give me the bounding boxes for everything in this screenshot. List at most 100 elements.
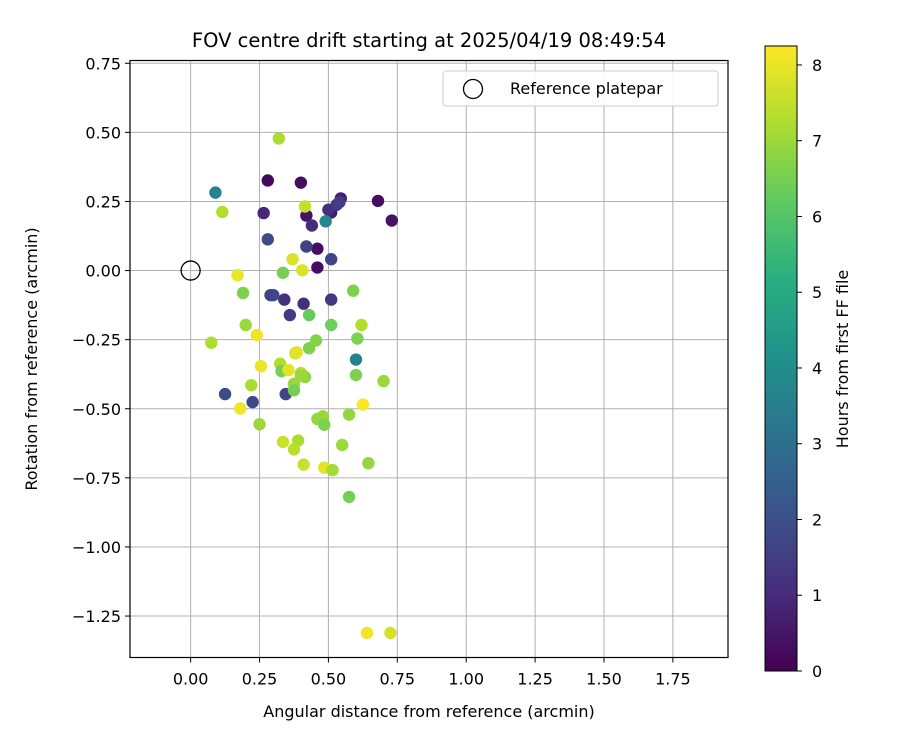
data-point — [250, 328, 263, 342]
y-tick-label: 0.00 — [85, 262, 121, 281]
data-point — [319, 215, 332, 228]
legend-label: Reference platepar — [510, 79, 663, 98]
data-point — [384, 626, 397, 640]
colorbar-tick-label: 1 — [812, 586, 822, 605]
data-point — [305, 219, 319, 232]
data-point — [333, 196, 346, 209]
data-point — [326, 463, 339, 477]
y-tick-label: −1.25 — [72, 607, 121, 626]
data-point — [287, 384, 301, 397]
colorbar-tick-label: 8 — [812, 56, 822, 75]
x-tick-label: 1.75 — [655, 670, 691, 689]
x-tick-label: 0.50 — [311, 670, 347, 689]
x-tick-label: 0.25 — [242, 670, 278, 689]
x-axis-ticks: 0.00 0.25 0.50 0.75 1.00 1.25 1.50 1.75 — [173, 657, 691, 689]
data-point — [371, 194, 385, 208]
legend: Reference platepar — [442, 70, 719, 107]
y-axis-ticks: 0.75 0.50 0.25 0.00 −0.25 −0.50 −0.75 −1.00 −1.2… — [72, 54, 130, 626]
data-point — [311, 242, 324, 255]
data-point — [342, 408, 356, 421]
data-point — [236, 286, 250, 300]
data-point — [349, 368, 363, 382]
y-axis-title: Rotation from reference (arcmin) — [22, 227, 41, 490]
data-point — [318, 418, 331, 431]
data-point — [356, 398, 370, 411]
data-point — [297, 297, 310, 310]
data-point — [261, 174, 274, 187]
data-point — [349, 353, 363, 366]
data-point — [231, 269, 244, 282]
data-point — [311, 261, 324, 274]
data-point — [297, 458, 310, 471]
data-point — [267, 288, 280, 302]
data-point — [282, 363, 295, 377]
y-tick-label: −0.50 — [72, 400, 121, 419]
data-point — [290, 346, 303, 359]
y-tick-label: 0.50 — [85, 123, 121, 142]
data-point — [347, 284, 360, 297]
chart-title: FOV centre drift starting at 2025/04/19 … — [192, 29, 666, 52]
data-point — [300, 240, 313, 253]
colorbar-tick-label: 3 — [812, 435, 822, 454]
data-point — [283, 308, 297, 322]
data-point — [342, 490, 356, 504]
data-point — [362, 456, 375, 470]
y-tick-label: −1.00 — [72, 538, 121, 557]
data-point — [302, 308, 316, 322]
data-point — [335, 438, 349, 452]
data-point — [355, 318, 368, 332]
data-point — [294, 176, 308, 189]
colorbar-tick-label: 4 — [812, 359, 822, 378]
data-point — [218, 387, 232, 401]
scatter-points — [205, 132, 398, 640]
data-point — [385, 214, 398, 227]
x-tick-label: 1.00 — [448, 670, 484, 689]
x-tick-label: 0.75 — [379, 670, 415, 689]
data-point — [234, 402, 247, 415]
colorbar-tick-label: 7 — [812, 132, 822, 151]
y-tick-label: −0.25 — [72, 331, 121, 350]
data-point — [351, 332, 364, 345]
data-point — [257, 206, 270, 220]
data-point — [253, 418, 266, 431]
data-point — [296, 264, 309, 277]
reference-marker — [180, 260, 201, 281]
data-point — [324, 318, 338, 332]
data-point — [324, 253, 338, 266]
colorbar-tick-label: 2 — [812, 510, 822, 529]
y-tick-label: 0.25 — [85, 192, 121, 211]
data-point — [261, 233, 274, 246]
colorbar-tick-label: 5 — [812, 283, 822, 302]
colorbar-gradient — [764, 45, 798, 672]
data-point — [245, 379, 258, 392]
legend-marker-icon — [462, 78, 484, 100]
data-point — [298, 200, 312, 213]
colorbar-tick-label: 6 — [812, 207, 822, 226]
colorbar: 0 1 2 3 4 5 6 7 8 Hours from first FF file — [764, 45, 852, 681]
legend-box — [442, 70, 719, 107]
data-point — [294, 369, 308, 383]
data-point — [278, 293, 291, 306]
data-point — [216, 205, 229, 219]
data-point — [272, 132, 286, 145]
data-point — [309, 334, 323, 347]
data-point — [209, 186, 222, 199]
data-point — [324, 293, 338, 306]
y-tick-label: −0.75 — [72, 469, 121, 488]
data-point — [360, 626, 374, 640]
reference-point — [180, 260, 201, 281]
x-tick-label: 1.50 — [586, 670, 622, 689]
data-point — [254, 359, 268, 373]
data-point — [377, 374, 390, 388]
data-point — [276, 266, 290, 279]
data-point — [239, 318, 252, 332]
colorbar-tick-label: 0 — [812, 662, 822, 681]
data-point — [286, 253, 299, 266]
data-point — [300, 209, 313, 222]
colorbar-label: Hours from first FF file — [833, 270, 852, 449]
data-point — [205, 336, 218, 349]
data-point — [287, 443, 301, 456]
x-tick-label: 0.00 — [173, 670, 209, 689]
x-axis-title: Angular distance from reference (arcmin) — [263, 702, 594, 721]
